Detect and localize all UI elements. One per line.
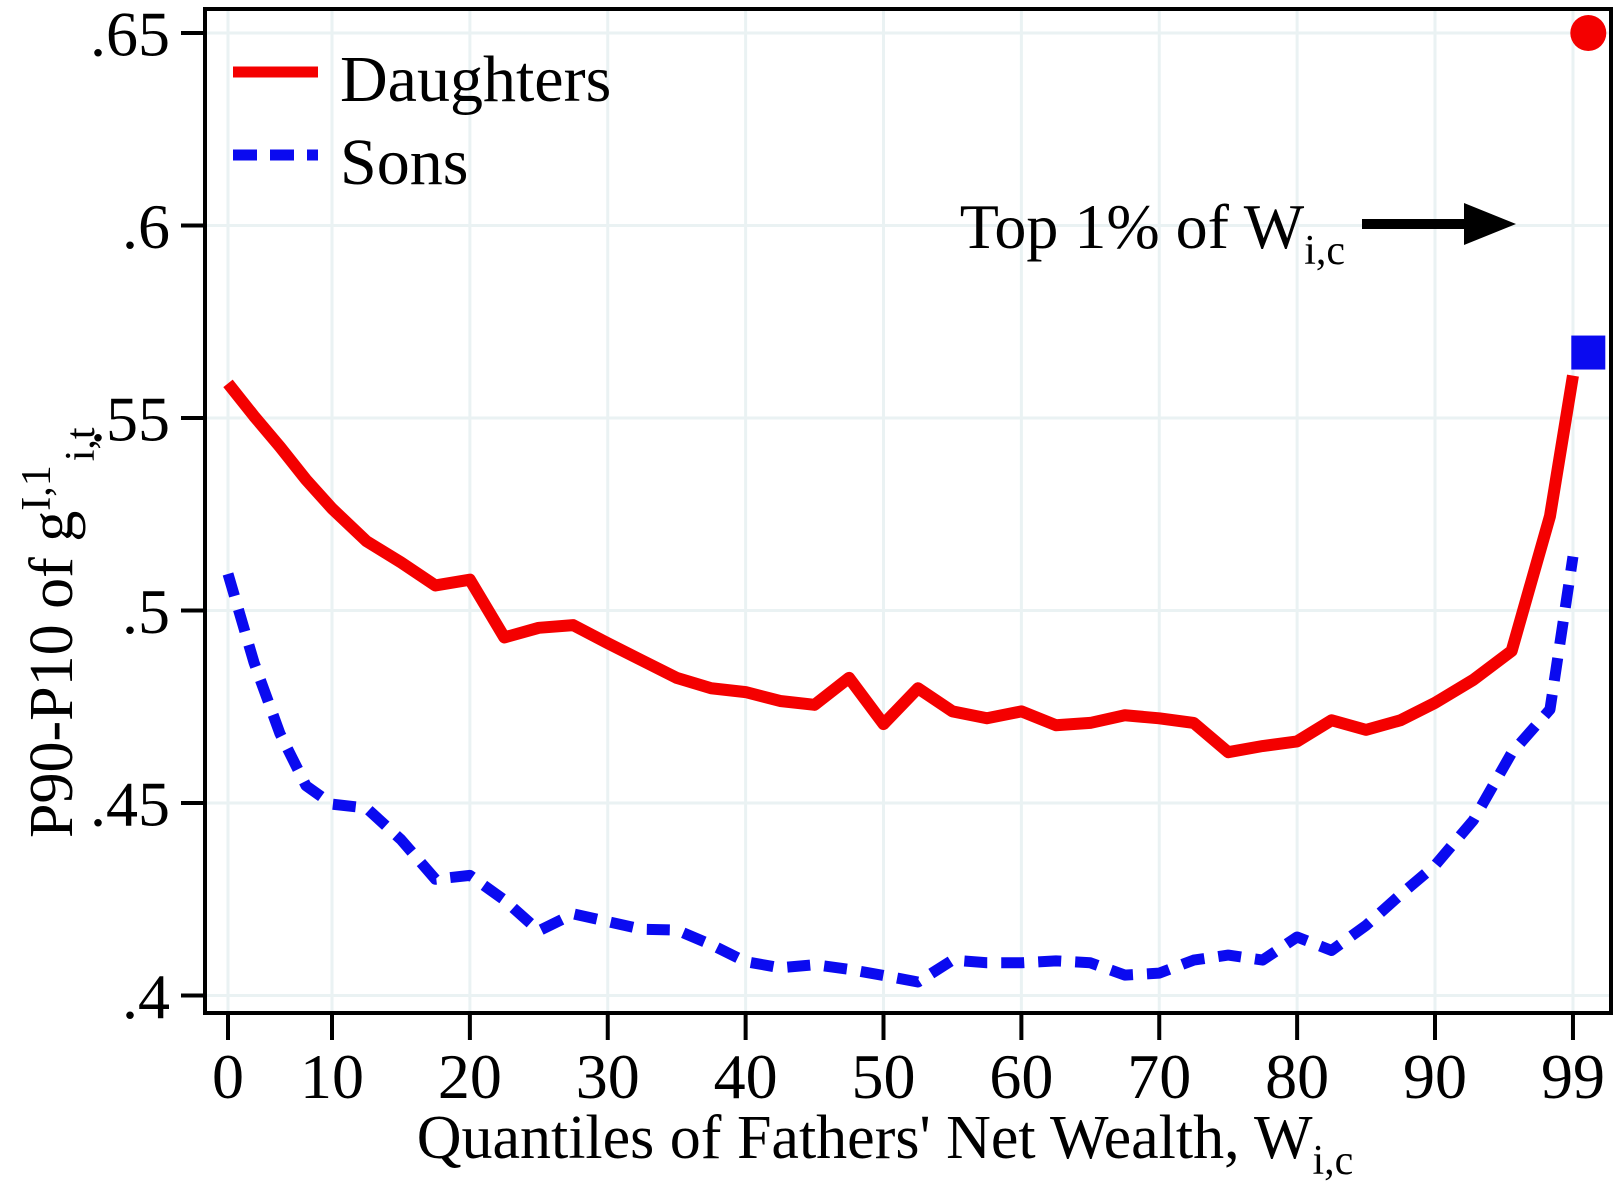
legend-sons-label: Sons [340, 126, 468, 199]
daughters-top1-marker [1570, 15, 1607, 51]
x-tick-label: 20 [438, 1041, 502, 1112]
y-axis-title: P90-P10 of gI,1i,t [14, 427, 104, 838]
y-tick-label: .65 [90, 0, 170, 69]
tick-layer: .65 .6 .55 .5 .45 .4 0 10 20 30 40 50 60 70 80 90 99 [90, 0, 1605, 1112]
x-tick-label: 10 [300, 1041, 364, 1112]
plot-frame [203, 7, 1613, 1015]
x-axis-title: Quantiles of Fathers' Net Wealth, Wi,c [417, 1104, 1354, 1183]
x-tick-label: 99 [1541, 1041, 1605, 1112]
x-tick-label: 60 [989, 1041, 1053, 1112]
x-tick-label: 30 [576, 1041, 640, 1112]
legend-daughters-label: Daughters [340, 43, 611, 116]
y-tick-label: .4 [122, 961, 170, 1032]
series-layer [222, 15, 1607, 988]
sons-line [222, 555, 1579, 988]
sons-top1-marker [1571, 335, 1606, 370]
top1-annotation-subscript: i,c [1304, 228, 1345, 274]
top1-annotation-text: Top 1% of Wi,c [960, 191, 1345, 274]
x-tick-label: 70 [1127, 1041, 1191, 1112]
x-tick-label: 0 [212, 1041, 244, 1112]
x-tick-label: 90 [1403, 1041, 1467, 1112]
x-tick-label: 40 [714, 1041, 778, 1112]
grid-layer [205, 9, 1611, 1013]
x-tick-label: 80 [1265, 1041, 1329, 1112]
daughters-line [223, 374, 1579, 759]
x-tick-label: 50 [852, 1041, 916, 1112]
y-tick-label: .6 [122, 191, 170, 262]
y-tick-label: .5 [122, 576, 170, 647]
legend: Daughters Sons [233, 43, 611, 199]
y-tick-label: .55 [90, 383, 170, 454]
y-tick-label: .45 [90, 768, 170, 839]
top1-arrow-head [1464, 203, 1516, 245]
top1-annotation: Top 1% of Wi,c [960, 191, 1516, 274]
